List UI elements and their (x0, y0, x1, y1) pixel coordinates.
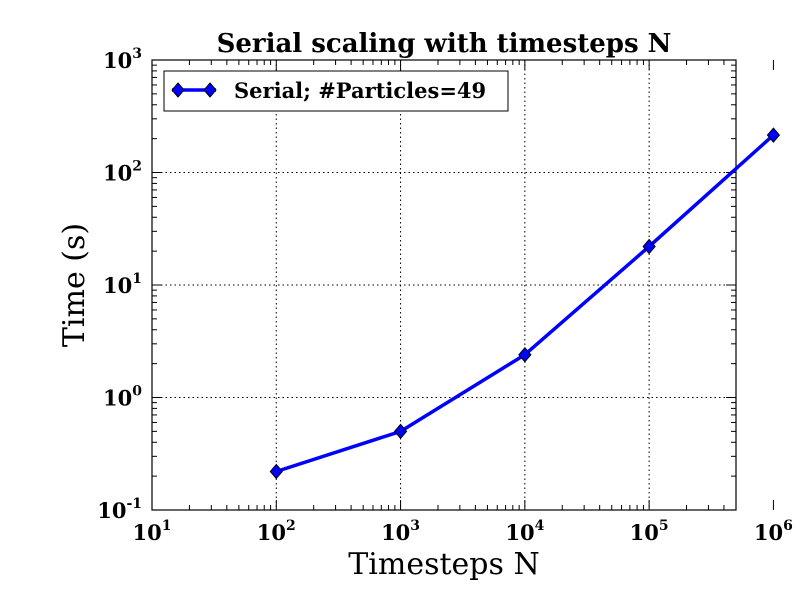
x-axis-label: Timesteps N (348, 547, 539, 582)
legend-box (163, 70, 509, 112)
data-point-0-3 (642, 238, 656, 255)
legend: Serial; #Particles=49 (163, 70, 509, 112)
tick-marks (151, 59, 774, 511)
x-tick-label-1: 102 (257, 518, 296, 545)
x-tick-label-4: 105 (630, 518, 669, 545)
y-tick-label-3: 102 (103, 159, 142, 186)
legend-marker-start (171, 82, 185, 98)
plot-frame (151, 59, 737, 511)
y-axis-label: Time (s) (57, 223, 92, 347)
series-layer (269, 127, 781, 480)
data-point-0-4 (766, 127, 781, 143)
x-tick-label-3: 104 (505, 518, 544, 545)
x-tick-label-5: 106 (754, 518, 793, 545)
x-tick-label-0: 101 (133, 518, 172, 545)
data-point-0-2 (518, 346, 532, 363)
y-tick-label-1: 100 (103, 384, 142, 411)
y-tick-label-0: 10-1 (97, 496, 142, 523)
y-tick-label-4: 103 (103, 46, 142, 73)
chart-title: Serial scaling with timesteps N (217, 29, 672, 59)
legend-marker-end (203, 82, 217, 98)
legend-label: Serial; #Particles=49 (234, 78, 486, 103)
y-tick-label-2: 101 (103, 271, 142, 298)
data-point-0-0 (269, 463, 283, 480)
y-tick-labels: 10-1 100 101 102 103 (97, 46, 142, 523)
data-point-0-1 (393, 423, 408, 440)
x-tick-label-2: 103 (381, 518, 420, 545)
x-tick-labels: 101 102 103 104 105 106 (133, 518, 793, 545)
